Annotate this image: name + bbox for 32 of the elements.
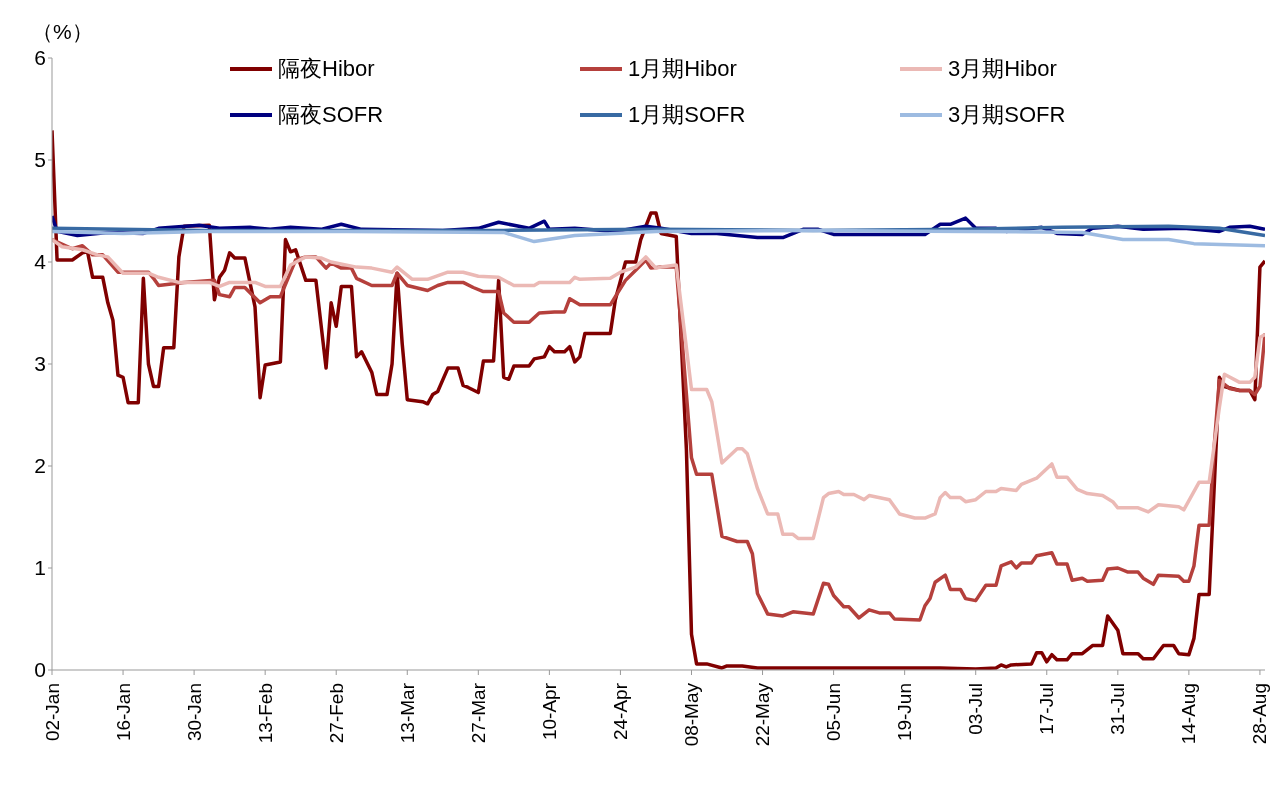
legend-label: 1月期SOFR bbox=[628, 101, 746, 129]
y-axis-title: （%） bbox=[32, 19, 93, 45]
legend-label: 3月期SOFR bbox=[948, 101, 1066, 129]
x-tick-label: 10-Apr bbox=[538, 682, 560, 741]
y-tick-label: 1 bbox=[34, 556, 46, 580]
x-tick-label: 02-Jan bbox=[41, 683, 63, 742]
x-tick-label: 27-Feb bbox=[325, 683, 347, 744]
y-tick-label: 5 bbox=[34, 148, 46, 172]
x-tick-label: 30-Jan bbox=[183, 683, 205, 742]
legend-label: 隔夜SOFR bbox=[278, 101, 384, 129]
y-tick-label: 0 bbox=[34, 658, 46, 682]
x-tick-label: 08-May bbox=[680, 682, 702, 747]
legend-label: 隔夜Hibor bbox=[278, 55, 375, 83]
x-tick-label: 19-Jun bbox=[894, 683, 916, 742]
x-tick-label: 27-Mar bbox=[467, 682, 489, 744]
x-tick-label: 28-Aug bbox=[1249, 683, 1271, 745]
x-tick-label: 17-Jul bbox=[1036, 683, 1058, 735]
x-tick-label: 05-Jun bbox=[823, 683, 845, 742]
x-tick-label: 24-Apr bbox=[609, 682, 631, 741]
y-tick-label: 6 bbox=[34, 46, 46, 70]
x-tick-label: 13-Mar bbox=[396, 682, 418, 744]
legend-label: 1月期Hibor bbox=[628, 55, 737, 83]
x-tick-label: 03-Jul bbox=[965, 683, 987, 735]
x-tick-label: 13-Feb bbox=[254, 683, 276, 744]
x-tick-label: 16-Jan bbox=[112, 683, 134, 742]
x-tick-label: 31-Jul bbox=[1107, 683, 1129, 735]
x-tick-label: 14-Aug bbox=[1178, 683, 1200, 745]
y-tick-label: 4 bbox=[34, 250, 47, 274]
y-tick-label: 2 bbox=[34, 454, 46, 478]
y-tick-label: 3 bbox=[34, 352, 46, 376]
x-tick-label: 22-May bbox=[752, 682, 774, 747]
legend-label: 3月期Hibor bbox=[948, 55, 1057, 83]
